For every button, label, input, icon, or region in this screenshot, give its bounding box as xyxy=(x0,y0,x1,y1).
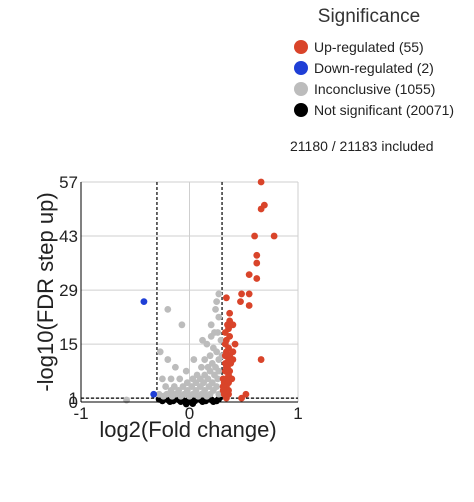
data-point-down xyxy=(140,298,148,306)
data-point-inconclusive xyxy=(201,356,209,363)
data-point-inconclusive xyxy=(215,390,223,398)
data-point-inconclusive xyxy=(192,379,200,387)
data-point-inconclusive xyxy=(186,392,193,400)
data-point-up xyxy=(226,309,234,317)
data-point-up xyxy=(253,251,261,259)
data-point-up xyxy=(253,275,261,282)
data-point-inconclusive xyxy=(177,392,185,400)
grid-lines xyxy=(80,181,299,403)
data-point-up xyxy=(253,259,261,267)
x-tick-label: 1 xyxy=(293,404,302,423)
data-point-inconclusive xyxy=(182,367,190,375)
data-point-inconclusive xyxy=(170,383,178,390)
data-point-inconclusive xyxy=(206,367,214,375)
y-tick-label: 15 xyxy=(59,335,78,354)
not-significant-swatch xyxy=(294,102,308,117)
data-point-inconclusive xyxy=(207,332,215,340)
data-point-inconclusive xyxy=(183,379,191,387)
data-point-inconclusive xyxy=(214,375,222,383)
data-point-inconclusive xyxy=(168,392,176,400)
data-point-down xyxy=(150,390,158,398)
y-axis-label: -log10(FDR step up) xyxy=(33,192,58,391)
y-tick-label: 57 xyxy=(59,173,78,192)
data-point-inconclusive xyxy=(203,340,211,348)
data-point-inconclusive xyxy=(217,336,225,344)
data-point-inconclusive xyxy=(212,305,219,313)
data-point-inconclusive xyxy=(198,363,205,371)
data-point-inconclusive xyxy=(190,356,198,363)
data-point-up xyxy=(245,302,253,309)
data-point-inconclusive xyxy=(204,375,212,383)
data-point-inconclusive xyxy=(215,290,223,298)
legend-label-down: Down-regulated (2) xyxy=(314,59,434,76)
y-tick-label: 29 xyxy=(59,281,78,300)
data-point-inconclusive xyxy=(199,336,206,344)
data-point-up xyxy=(229,321,237,329)
data-point-up xyxy=(257,205,265,213)
legend-title: Significance xyxy=(317,6,421,27)
x-tick-label: -1 xyxy=(73,404,88,423)
data-point-up xyxy=(238,394,245,402)
data-point-inconclusive xyxy=(213,348,221,356)
data-point-inconclusive xyxy=(215,313,223,321)
down-regulated-swatch xyxy=(294,60,308,75)
x-axis-label: log2(Fold change) xyxy=(99,417,276,442)
legend-item-down[interactable]: Down-regulated (2) xyxy=(286,57,466,78)
legend-label-up: Up-regulated (55) xyxy=(314,38,424,55)
data-point-up xyxy=(231,340,239,348)
legend-label-not-significant: Not significant (20071) xyxy=(314,101,455,118)
data-point-up xyxy=(219,375,227,383)
legend: Significance Up-regulated (55) Down-regu… xyxy=(286,6,466,120)
data-point-inconclusive xyxy=(196,383,204,390)
legend-item-up[interactable]: Up-regulated (55) xyxy=(286,36,466,57)
data-point-up xyxy=(251,232,258,240)
data-points xyxy=(123,178,278,408)
data-point-inconclusive xyxy=(156,348,164,356)
data-point-inconclusive xyxy=(160,392,167,400)
data-point-inconclusive xyxy=(214,329,222,336)
data-point-up xyxy=(242,390,250,398)
threshold-lines xyxy=(81,182,298,402)
data-point-inconclusive xyxy=(205,383,213,390)
legend-label-inconclusive: Inconclusive (1055) xyxy=(314,80,436,97)
data-point-up xyxy=(238,290,245,298)
data-point-inconclusive xyxy=(207,321,215,329)
data-point-inconclusive xyxy=(167,375,175,383)
data-point-up xyxy=(224,321,231,329)
inconclusive-swatch xyxy=(294,81,308,96)
data-point-inconclusive xyxy=(158,375,166,383)
data-point-up xyxy=(245,290,253,298)
data-point-inconclusive xyxy=(164,305,172,313)
data-point-up xyxy=(257,356,265,363)
data-point-up xyxy=(222,294,230,302)
data-point-inconclusive xyxy=(203,392,211,400)
data-point-up xyxy=(270,232,278,240)
data-point-inconclusive xyxy=(171,363,179,371)
x-tick-label: 0 xyxy=(185,404,194,423)
data-point-up xyxy=(222,394,230,402)
data-point-inconclusive xyxy=(162,383,170,390)
data-point-inconclusive xyxy=(178,321,186,329)
data-point-inconclusive xyxy=(215,367,223,375)
data-point-inconclusive xyxy=(164,356,172,363)
included-count: 21180 / 21183 included xyxy=(290,138,434,154)
data-point-inconclusive xyxy=(194,392,202,400)
data-point-inconclusive xyxy=(213,298,221,306)
legend-item-inconclusive[interactable]: Inconclusive (1055) xyxy=(286,78,466,99)
data-point-inconclusive xyxy=(176,375,184,383)
data-point-up xyxy=(221,329,229,336)
data-point-inconclusive xyxy=(206,352,214,360)
data-point-up xyxy=(245,271,253,279)
y-tick-label: 43 xyxy=(59,227,78,246)
data-point-inconclusive xyxy=(179,383,187,390)
y-tick-label: 0 xyxy=(69,393,78,412)
up-regulated-swatch xyxy=(294,39,308,54)
legend-item-not-significant[interactable]: Not significant (20071) xyxy=(286,99,466,120)
y-tick-label: 1 xyxy=(69,389,78,408)
data-point-inconclusive xyxy=(188,383,196,390)
data-point-up xyxy=(257,178,265,186)
data-point-up xyxy=(237,298,244,306)
